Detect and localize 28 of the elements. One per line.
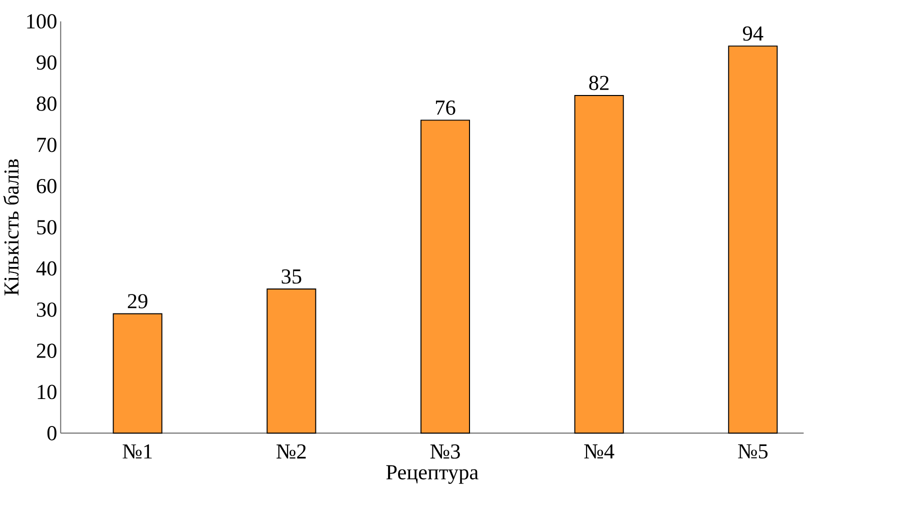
bar (266, 288, 316, 434)
x-tick-label: №3 (430, 444, 460, 459)
bar (728, 46, 778, 434)
y-tick-label: 90 (36, 56, 56, 70)
y-tick-label: 0 (47, 426, 56, 441)
y-tick-label: 20 (36, 344, 56, 358)
data-label: 29 (128, 294, 148, 309)
x-axis-title: Рецептура (386, 465, 478, 484)
bar (574, 95, 624, 434)
data-label: 35 (282, 270, 302, 284)
data-label: 76 (436, 100, 456, 116)
y-tick-label: 100 (27, 14, 56, 29)
data-label: 82 (589, 76, 609, 90)
x-tick-label: №2 (276, 444, 306, 459)
data-label: 94 (742, 26, 764, 41)
x-tick-label: №4 (584, 444, 614, 459)
y-tick-label: 40 (36, 261, 56, 276)
bar (112, 313, 162, 434)
y-axis-title: Кількість балів (3, 159, 19, 296)
y-tick-label: 50 (37, 220, 56, 235)
y-tick-label: 60 (36, 179, 56, 194)
x-tick-label: №5 (738, 444, 768, 459)
bar (420, 120, 470, 434)
y-tick-label: 70 (37, 138, 56, 152)
x-tick-label: №1 (122, 444, 152, 459)
y-tick-label: 80 (36, 96, 56, 112)
y-tick-label: 10 (38, 384, 56, 400)
y-tick-label: 30 (36, 302, 56, 317)
